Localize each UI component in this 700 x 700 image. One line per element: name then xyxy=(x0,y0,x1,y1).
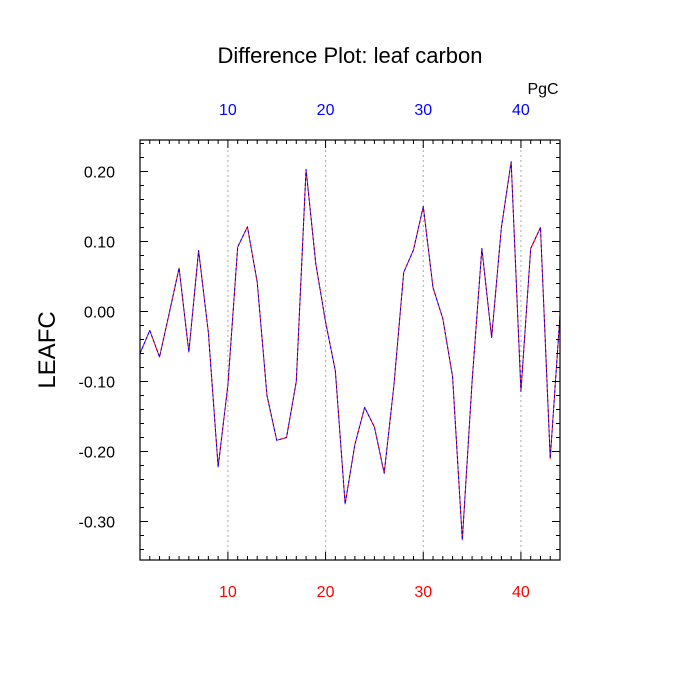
x-tick-label-bottom: 20 xyxy=(317,584,335,601)
y-tick-label: 0.00 xyxy=(84,305,115,322)
y-tick-label: 0.10 xyxy=(84,235,115,252)
x-tick-label-top: 20 xyxy=(317,102,335,119)
x-tick-label-bottom: 40 xyxy=(512,584,530,601)
tick-labels: 10 20 30 40 10 20 30 40 0.20 0.10 0.00 -0.10 -0.20 -0… xyxy=(79,102,530,601)
x-tick-label-top: 10 xyxy=(219,102,237,119)
chart-title: Difference Plot: leaf carbon xyxy=(218,43,483,68)
x-tick-label-bottom: 10 xyxy=(219,584,237,601)
plot-frame xyxy=(139,139,561,561)
y-axis-label: LEAFC xyxy=(34,311,61,388)
axes xyxy=(139,139,561,561)
y-tick-label: -0.20 xyxy=(79,445,116,462)
x-tick-label-bottom: 30 xyxy=(414,584,432,601)
series-line-overlay xyxy=(139,161,561,541)
y-tick-label: -0.30 xyxy=(79,515,116,532)
y-tick-label: -0.10 xyxy=(79,375,116,392)
x-tick-label-top: 40 xyxy=(512,102,530,119)
top-axis-unit-label: PgC xyxy=(527,81,558,98)
tick-marks xyxy=(139,140,561,560)
series-layer xyxy=(139,161,561,541)
y-tick-label: 0.20 xyxy=(84,165,115,182)
x-tick-label-top: 30 xyxy=(414,102,432,119)
